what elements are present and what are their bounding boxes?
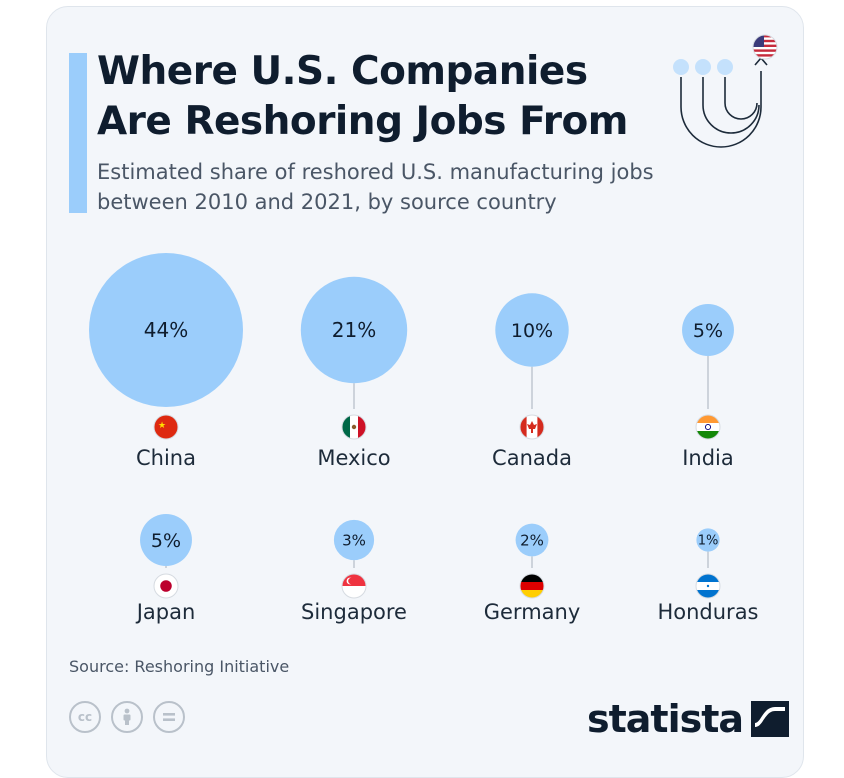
infographic-card: Where U.S. Companies Are Reshoring Jobs … — [46, 6, 804, 778]
license-icons: cc — [69, 701, 185, 733]
bubble-india — [682, 304, 734, 356]
chart-subtitle: Estimated share of reshored U.S. manufac… — [97, 160, 654, 214]
bubble-china — [89, 253, 243, 407]
bubble-germany — [515, 523, 549, 557]
india-flag-icon — [695, 414, 721, 440]
china-flag-icon: ★ — [153, 414, 179, 440]
bubble-mexico — [300, 276, 408, 384]
value-label-mexico: 21% — [332, 318, 376, 342]
country-label-honduras: Honduras — [657, 600, 758, 624]
value-label-canada: 10% — [511, 320, 553, 342]
reshoring-arrows-icon — [673, 34, 778, 148]
value-label-india: 5% — [693, 320, 723, 342]
country-label-mexico: Mexico — [317, 446, 390, 470]
bubble-canada — [495, 293, 569, 367]
cc-icon[interactable]: cc — [69, 701, 101, 733]
bubble-singapore — [333, 519, 375, 561]
no-derivatives-icon[interactable] — [153, 701, 185, 733]
country-label-japan: Japan — [135, 600, 196, 624]
svg-text:★: ★ — [158, 421, 166, 431]
singapore-flag-icon — [341, 573, 367, 599]
value-label-singapore: 3% — [342, 531, 366, 549]
country-label-germany: Germany — [484, 600, 581, 624]
bubble-honduras — [696, 528, 720, 552]
source-note: Source: Reshoring Initiative — [69, 657, 290, 676]
statista-brand[interactable]: statista — [587, 697, 790, 741]
germany-flag-icon — [519, 573, 545, 599]
value-label-china: 44% — [144, 318, 188, 342]
bubble-chart: 44% ★ China 21% Mexico 10% Canada 5% India 5% Japa… — [89, 253, 759, 624]
attribution-icon[interactable] — [111, 701, 143, 733]
country-label-singapore: Singapore — [301, 600, 407, 624]
brand-name: statista — [587, 697, 744, 741]
chart-title: Where U.S. Companies Are Reshoring Jobs … — [97, 49, 628, 144]
statista-logo-icon — [751, 701, 790, 737]
country-label-china: China — [136, 446, 196, 470]
value-label-japan: 5% — [151, 530, 181, 552]
japan-flag-icon — [153, 573, 179, 599]
country-label-india: India — [682, 446, 734, 470]
canada-flag-icon — [519, 414, 545, 440]
honduras-flag-icon — [695, 573, 721, 599]
mexico-flag-icon — [341, 414, 367, 440]
us-flag-icon — [752, 34, 778, 60]
title-accent-bar — [69, 53, 87, 213]
value-label-germany: 2% — [520, 531, 544, 549]
country-label-canada: Canada — [492, 446, 572, 470]
bubble-japan — [140, 514, 192, 566]
value-label-honduras: 1% — [698, 534, 719, 549]
